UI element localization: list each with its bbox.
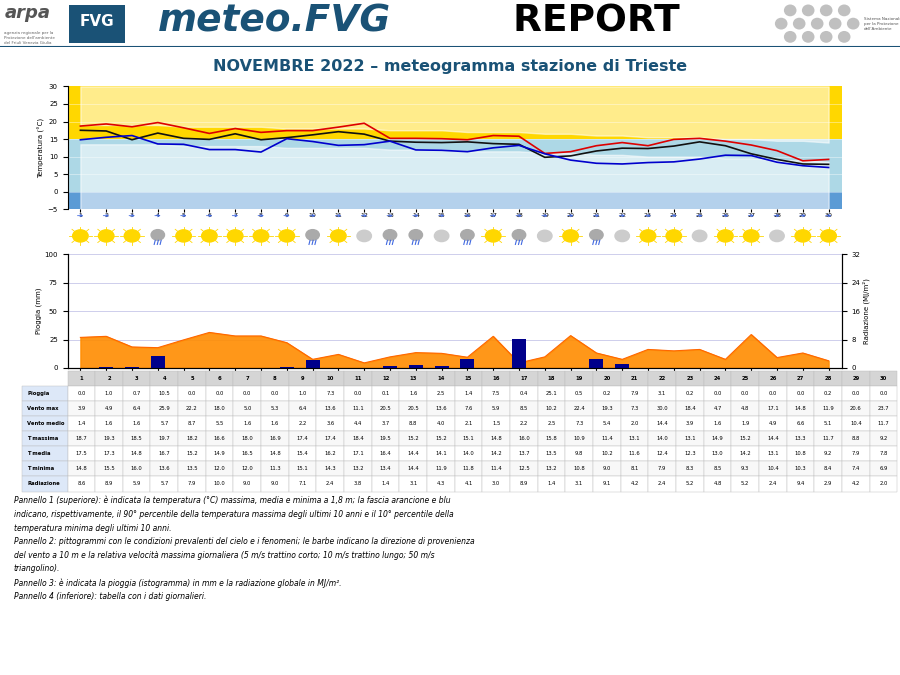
Bar <box>305 360 320 368</box>
Text: meteo.FVG: meteo.FVG <box>158 3 391 39</box>
Ellipse shape <box>775 18 788 30</box>
Circle shape <box>73 230 88 242</box>
Circle shape <box>253 230 269 242</box>
Circle shape <box>202 230 217 242</box>
Circle shape <box>485 230 501 242</box>
Ellipse shape <box>829 18 842 30</box>
Circle shape <box>562 230 579 242</box>
Bar <box>435 367 449 368</box>
Circle shape <box>512 230 526 240</box>
Ellipse shape <box>784 31 796 43</box>
Circle shape <box>666 230 681 242</box>
Circle shape <box>124 230 140 242</box>
Circle shape <box>821 230 836 242</box>
Circle shape <box>435 230 449 242</box>
Ellipse shape <box>802 31 814 43</box>
Circle shape <box>795 230 811 242</box>
Circle shape <box>228 230 243 242</box>
Ellipse shape <box>838 31 850 43</box>
Circle shape <box>640 230 656 242</box>
Circle shape <box>692 230 706 242</box>
Ellipse shape <box>838 5 850 16</box>
Circle shape <box>279 230 294 242</box>
Bar <box>150 356 165 368</box>
Text: FVG: FVG <box>80 14 114 29</box>
Circle shape <box>615 230 629 242</box>
Text: Pannello 1 (superiore): è indicata la temperatura (°C) massima, media e minima a: Pannello 1 (superiore): è indicata la te… <box>14 496 474 601</box>
Y-axis label: Radiazione (MJ/m²): Radiazione (MJ/m²) <box>863 278 870 344</box>
Bar <box>590 359 604 368</box>
Bar <box>409 365 423 368</box>
Ellipse shape <box>811 18 824 30</box>
Text: agenzia regionale per la
Protezione dell'ambiente
del Friuli Venezia Giulia: agenzia regionale per la Protezione dell… <box>4 31 56 45</box>
Circle shape <box>410 230 422 240</box>
Circle shape <box>717 230 734 242</box>
Circle shape <box>743 230 759 242</box>
Circle shape <box>590 230 603 240</box>
Circle shape <box>176 230 192 242</box>
Text: Sistema Nazionale
per la Protezione
dell'Ambiente: Sistema Nazionale per la Protezione dell… <box>864 17 900 30</box>
Circle shape <box>357 230 372 242</box>
Circle shape <box>537 230 552 242</box>
Circle shape <box>98 230 114 242</box>
Ellipse shape <box>802 5 814 16</box>
Circle shape <box>330 230 346 242</box>
Ellipse shape <box>793 18 806 30</box>
Bar <box>460 359 474 368</box>
Circle shape <box>151 230 165 240</box>
Bar <box>68 86 842 139</box>
Bar <box>280 367 294 368</box>
Circle shape <box>383 230 397 240</box>
Bar <box>68 139 842 192</box>
Bar <box>68 192 842 209</box>
Ellipse shape <box>847 18 860 30</box>
Bar <box>382 366 397 368</box>
Bar <box>615 364 629 368</box>
Circle shape <box>770 230 784 242</box>
Circle shape <box>306 230 319 240</box>
Text: NOVEMBRE 2022 – meteogramma stazione di Trieste: NOVEMBRE 2022 – meteogramma stazione di … <box>213 59 687 74</box>
Y-axis label: Temperatura (°C): Temperatura (°C) <box>38 117 45 178</box>
Bar <box>512 340 526 368</box>
Ellipse shape <box>820 31 832 43</box>
Bar <box>99 367 113 368</box>
Ellipse shape <box>784 5 796 16</box>
Ellipse shape <box>820 5 832 16</box>
FancyBboxPatch shape <box>69 5 125 43</box>
Text: REPORT: REPORT <box>500 3 680 39</box>
Y-axis label: Pioggia (mm): Pioggia (mm) <box>35 288 41 334</box>
Bar <box>125 367 140 368</box>
Text: arpa: arpa <box>4 4 50 22</box>
Circle shape <box>461 230 474 240</box>
